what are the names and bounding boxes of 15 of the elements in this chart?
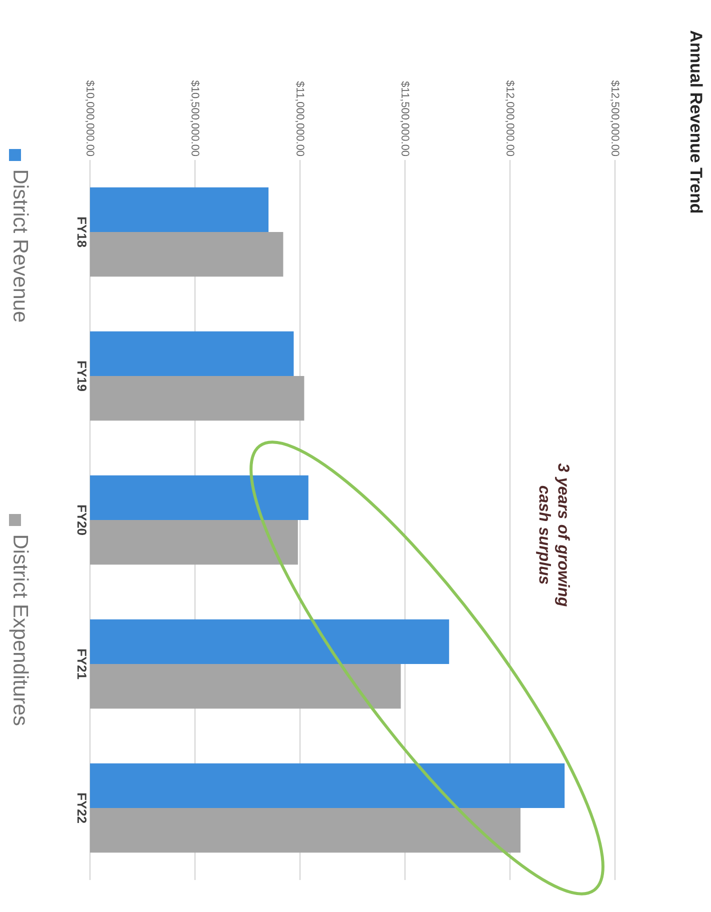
y-tick-label: FY22	[77, 793, 86, 823]
legend-label: District Revenue	[13, 170, 29, 322]
y-tick-label: FY21	[77, 649, 86, 680]
x-tick-label: $12,000,000.00	[505, 80, 515, 156]
y-tick-label: FY19	[77, 361, 86, 391]
x-tick-label: $11,500,000.00	[400, 81, 410, 156]
text: Annual Revenue Trend	[690, 30, 703, 213]
x-tick-label: $11,000,000.00	[295, 81, 305, 156]
y-tick-label: FY18	[77, 217, 86, 248]
annotation: 3 years of growing cash surplus	[536, 463, 570, 606]
legend-label: District Expenditures	[9, 536, 29, 726]
x-tick-label: $10,000,000.00	[85, 80, 95, 156]
x-tick-label: $12,500,000.00	[610, 80, 620, 156]
x-tick-label: $10,500,000.00	[190, 80, 200, 156]
y-tick-label: FY20	[77, 505, 86, 535]
